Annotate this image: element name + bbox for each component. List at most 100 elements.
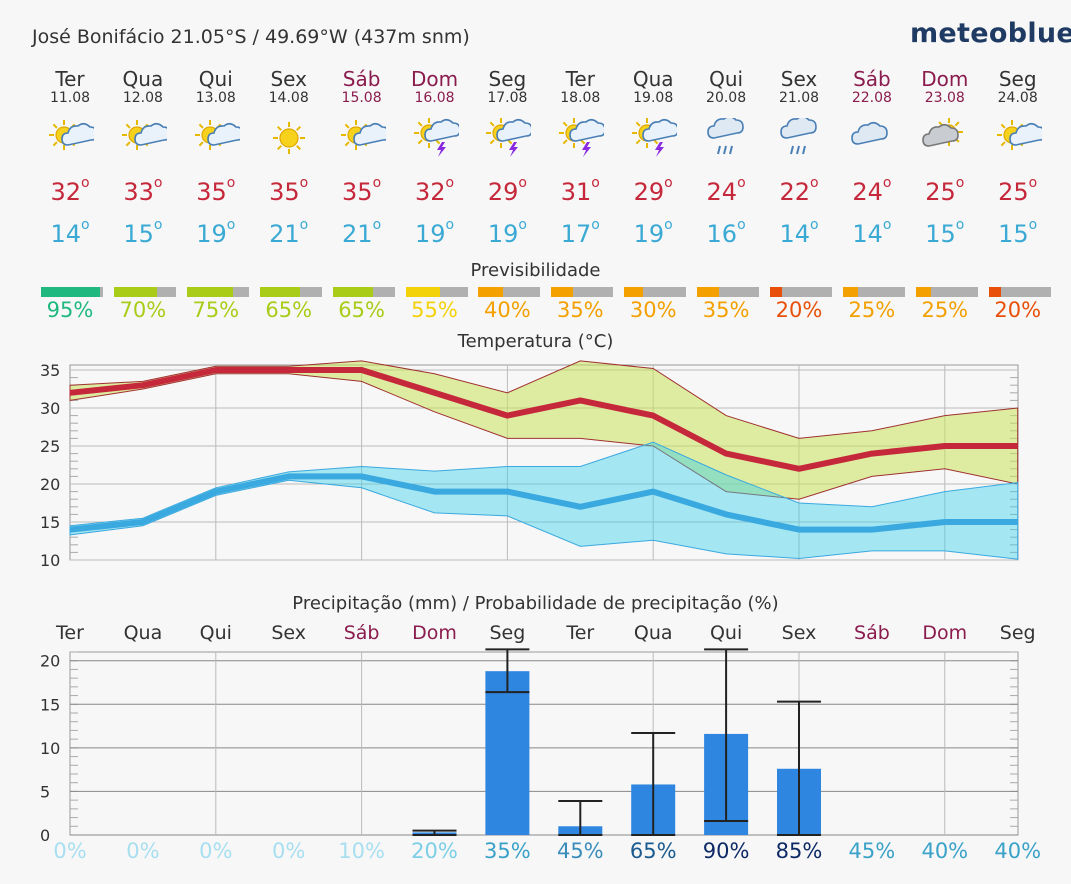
predictability-bar bbox=[332, 287, 395, 297]
day-date: 15.08 bbox=[341, 90, 382, 106]
predictability-bar-fill bbox=[405, 287, 440, 297]
y-tick-label: 15 bbox=[40, 513, 60, 532]
max-temperature: 31o bbox=[560, 175, 600, 206]
max-temperature-value: 25 bbox=[925, 178, 956, 206]
predictability-bar bbox=[478, 287, 541, 297]
precip-day-label: Qui bbox=[200, 622, 232, 644]
predictability-bar bbox=[551, 287, 614, 297]
predictability-bar bbox=[988, 287, 1051, 297]
min-temperature-value: 14 bbox=[852, 220, 883, 248]
precip-day-label: Sáb bbox=[854, 622, 890, 644]
predictability-bar-fill bbox=[770, 287, 783, 297]
precip-day-label: Qui bbox=[710, 622, 742, 644]
max-temperature-value: 22 bbox=[779, 178, 810, 206]
temperature-point bbox=[506, 491, 508, 493]
min-temperature: 14o bbox=[50, 217, 90, 248]
max-temperature: 35o bbox=[196, 175, 236, 206]
day-name: Sex bbox=[780, 67, 818, 91]
temperature-point bbox=[579, 506, 581, 508]
min-temperature-value: 19 bbox=[487, 220, 519, 248]
max-temperature-value: 24 bbox=[706, 178, 738, 206]
min-temperature-value: 15 bbox=[998, 220, 1029, 248]
temperature-point bbox=[215, 369, 217, 371]
predictability-bar bbox=[41, 287, 103, 297]
predictability-bar-fill bbox=[697, 287, 719, 297]
min-temperature: 14o bbox=[852, 217, 892, 248]
precip-probability-label: 0% bbox=[272, 839, 305, 863]
temperature-point bbox=[725, 513, 727, 515]
max-temperature: 33o bbox=[123, 175, 163, 206]
min-temperature: 19o bbox=[196, 217, 236, 248]
day-date: 19.08 bbox=[633, 90, 674, 106]
min-temperature: 15o bbox=[123, 217, 163, 248]
temperature-point bbox=[142, 384, 144, 386]
precip-probability-label: 0% bbox=[199, 839, 232, 863]
day-name: Qui bbox=[709, 67, 744, 91]
max-temperature-value: 25 bbox=[998, 178, 1029, 206]
y-tick-label: 10 bbox=[40, 739, 60, 758]
temperature-point bbox=[142, 521, 144, 523]
predictability-bar-fill bbox=[41, 287, 100, 297]
max-temperature-value: 32 bbox=[50, 178, 81, 206]
max-temperature: 29o bbox=[633, 175, 673, 206]
y-tick-label: 15 bbox=[40, 695, 60, 714]
max-temperature-value: 31 bbox=[560, 178, 592, 206]
day-name: Qua bbox=[122, 67, 164, 91]
day-date: 24.08 bbox=[997, 90, 1038, 106]
precip-day-label: Qua bbox=[124, 622, 163, 644]
temperature-point bbox=[944, 521, 946, 523]
min-temperature: 21o bbox=[269, 217, 309, 248]
meteoblue-logo[interactable]: meteoblue bbox=[910, 18, 1071, 49]
predictability-bar bbox=[259, 287, 322, 297]
predictability-percent: 40% bbox=[484, 298, 531, 322]
max-temperature: 25o bbox=[925, 175, 965, 206]
precip-probability-label: 40% bbox=[921, 839, 968, 863]
predictability-bar bbox=[915, 287, 978, 297]
max-temperature-value: 35 bbox=[269, 178, 300, 206]
max-temperature-value: 35 bbox=[342, 178, 373, 206]
min-temperature: 14o bbox=[779, 217, 819, 248]
predictability-percent: 75% bbox=[192, 298, 240, 322]
min-temperature: 15o bbox=[925, 217, 965, 248]
predictability-bar bbox=[113, 287, 176, 297]
predictability-bar-fill bbox=[551, 287, 573, 297]
location-title: José Bonifácio 21.05°S / 49.69°W (437m s… bbox=[32, 26, 470, 48]
day-name: Sáb bbox=[853, 67, 891, 91]
predictability-percent: 30% bbox=[629, 298, 677, 322]
max-temperature-value: 24 bbox=[852, 178, 883, 206]
precipitation-chart: Ter Qua Qui Sex Sáb Dom Seg Ter Qua Qui Sex Sáb Dom S… bbox=[40, 622, 1041, 863]
rain-cloud-icon bbox=[775, 115, 823, 158]
day-name: Sáb bbox=[342, 67, 381, 91]
precip-day-label: Dom bbox=[412, 622, 457, 644]
day-date: 14.08 bbox=[268, 90, 309, 106]
day-date: 12.08 bbox=[122, 90, 163, 106]
min-temperature-value: 19 bbox=[414, 220, 446, 248]
sun-thunderstorm-icon bbox=[629, 118, 679, 158]
predictability-percent: 70% bbox=[119, 298, 167, 322]
precip-day-label: Seg bbox=[489, 622, 525, 644]
temperature-point bbox=[1017, 445, 1019, 447]
min-temperature: 19o bbox=[633, 217, 673, 248]
precip-day-label: Ter bbox=[55, 622, 84, 644]
min-temperature-value: 19 bbox=[196, 220, 227, 248]
y-tick-label: 25 bbox=[40, 437, 60, 456]
temperature-point bbox=[725, 453, 727, 455]
day-date: 16.08 bbox=[414, 90, 455, 106]
max-temperature: 22o bbox=[779, 175, 819, 206]
sun-thunderstorm-icon bbox=[483, 118, 534, 158]
precip-probability-label: 90% bbox=[703, 839, 750, 863]
min-temperature: 19o bbox=[414, 217, 455, 248]
sun-cloud-icon bbox=[46, 118, 98, 158]
day-name: Sex bbox=[270, 67, 307, 91]
temperature-point bbox=[215, 491, 217, 493]
predictability-percent: 25% bbox=[848, 298, 896, 322]
precip-probability-label: 0% bbox=[53, 839, 86, 863]
precip-probability-label: 85% bbox=[776, 839, 823, 863]
predictability-percent: 55% bbox=[411, 298, 458, 322]
predictability-percent: 35% bbox=[702, 298, 750, 322]
max-temperature-value: 32 bbox=[414, 178, 446, 206]
y-tick-label: 20 bbox=[40, 652, 60, 671]
precip-plot-frame bbox=[69, 651, 1019, 836]
temperature-point bbox=[1017, 521, 1019, 523]
temperature-point bbox=[361, 475, 363, 477]
